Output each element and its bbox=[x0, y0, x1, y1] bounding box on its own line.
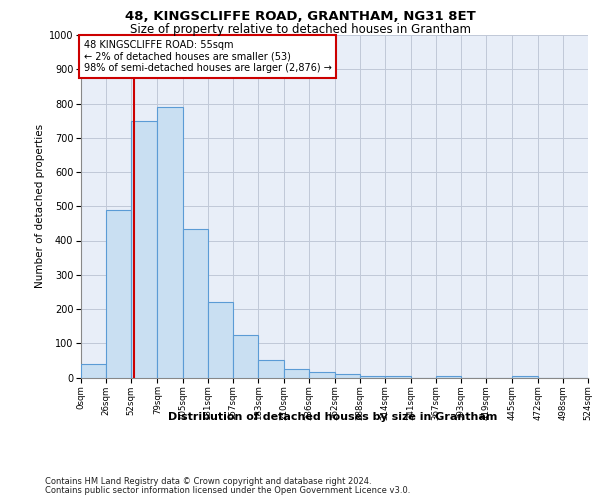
Bar bbox=[208, 302, 233, 378]
Bar bbox=[284, 369, 310, 378]
Bar bbox=[359, 376, 385, 378]
Text: Contains public sector information licensed under the Open Government Licence v3: Contains public sector information licen… bbox=[45, 486, 410, 495]
Text: 48, KINGSCLIFFE ROAD, GRANTHAM, NG31 8ET: 48, KINGSCLIFFE ROAD, GRANTHAM, NG31 8ET bbox=[125, 10, 475, 23]
Bar bbox=[258, 360, 284, 378]
Bar bbox=[81, 364, 106, 378]
Bar bbox=[157, 107, 182, 378]
Bar bbox=[106, 210, 131, 378]
Text: Contains HM Land Registry data © Crown copyright and database right 2024.: Contains HM Land Registry data © Crown c… bbox=[45, 477, 371, 486]
Y-axis label: Number of detached properties: Number of detached properties bbox=[35, 124, 44, 288]
Bar bbox=[385, 376, 411, 378]
Text: Distribution of detached houses by size in Grantham: Distribution of detached houses by size … bbox=[169, 412, 497, 422]
Bar bbox=[335, 374, 359, 378]
Text: Size of property relative to detached houses in Grantham: Size of property relative to detached ho… bbox=[130, 22, 470, 36]
Bar bbox=[131, 120, 157, 378]
Bar bbox=[182, 228, 208, 378]
Bar bbox=[436, 376, 461, 378]
Bar bbox=[233, 334, 258, 378]
Bar bbox=[310, 372, 335, 378]
Text: 48 KINGSCLIFFE ROAD: 55sqm
← 2% of detached houses are smaller (53)
98% of semi-: 48 KINGSCLIFFE ROAD: 55sqm ← 2% of detac… bbox=[83, 40, 331, 74]
Bar bbox=[512, 376, 538, 378]
